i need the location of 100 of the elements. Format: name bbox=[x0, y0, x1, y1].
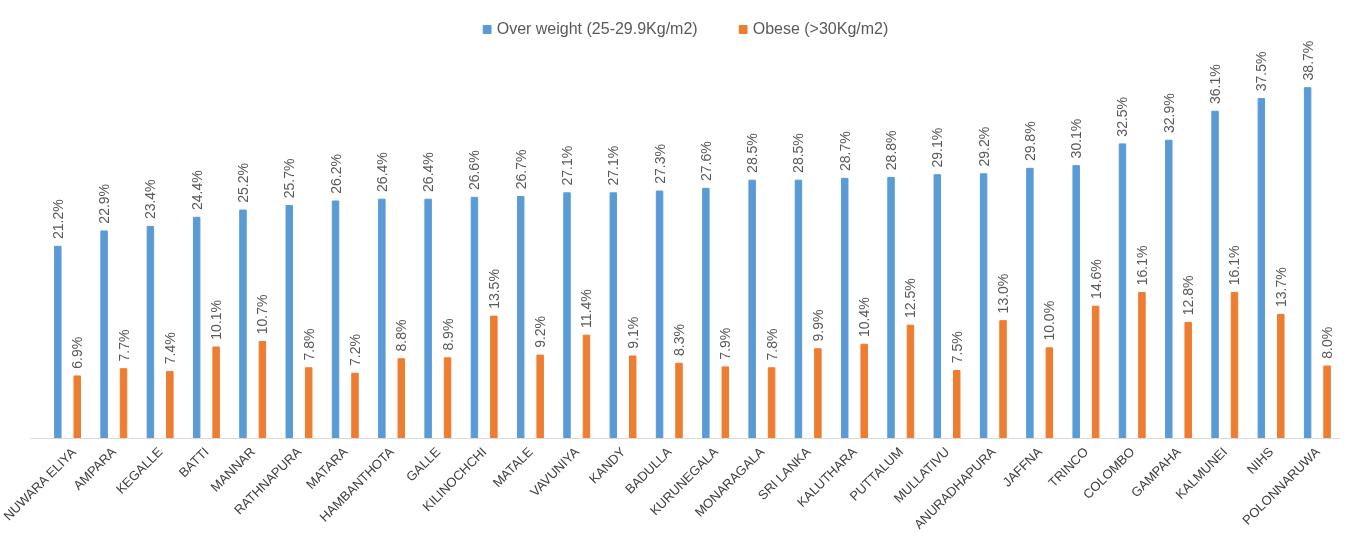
data-label: 7.5% bbox=[948, 331, 965, 364]
data-label: 25.2% bbox=[234, 163, 251, 203]
bar bbox=[331, 200, 340, 439]
data-label: 21.2% bbox=[49, 199, 66, 240]
bar bbox=[563, 192, 571, 439]
data-label: 26.2% bbox=[327, 154, 344, 194]
data-label: 9.9% bbox=[809, 309, 826, 342]
bar bbox=[1230, 292, 1239, 439]
bar bbox=[1026, 167, 1034, 439]
data-label: 26.4% bbox=[420, 152, 437, 192]
bar bbox=[166, 370, 174, 439]
bar bbox=[721, 366, 730, 439]
data-label: 8.0% bbox=[1319, 326, 1336, 359]
data-label: 26.4% bbox=[373, 152, 390, 192]
data-label: 16.1% bbox=[1133, 245, 1150, 286]
data-label: 32.5% bbox=[1114, 96, 1131, 137]
bar bbox=[1118, 143, 1127, 439]
bar bbox=[192, 216, 201, 439]
bar bbox=[582, 334, 591, 439]
data-label: 32.9% bbox=[1160, 93, 1177, 134]
data-label: 7.8% bbox=[300, 328, 317, 361]
data-label: 36.1% bbox=[1207, 64, 1224, 104]
bar bbox=[933, 174, 942, 439]
data-label: 8.9% bbox=[439, 318, 456, 351]
bar bbox=[490, 315, 498, 439]
bar bbox=[675, 362, 683, 439]
bar bbox=[443, 357, 452, 439]
bar bbox=[979, 173, 988, 439]
data-label: 6.9% bbox=[69, 336, 86, 369]
data-label: 25.7% bbox=[281, 158, 298, 199]
data-label: 26.6% bbox=[466, 150, 483, 191]
bar bbox=[378, 198, 386, 439]
bar bbox=[351, 372, 359, 439]
data-label: 7.9% bbox=[717, 327, 734, 360]
bar bbox=[239, 209, 247, 439]
bar bbox=[1211, 110, 1219, 439]
legend-label: Over weight (25-29.9Kg/m2) bbox=[496, 20, 698, 38]
data-label: 9.1% bbox=[624, 316, 641, 349]
data-label: 22.9% bbox=[96, 183, 113, 224]
bar bbox=[748, 179, 756, 439]
bar bbox=[1184, 321, 1192, 439]
data-label: 8.3% bbox=[671, 324, 688, 357]
bar bbox=[258, 341, 267, 439]
data-label: 28.5% bbox=[744, 133, 761, 173]
data-label: 7.2% bbox=[346, 334, 363, 366]
bar bbox=[1165, 139, 1173, 439]
bar bbox=[397, 358, 406, 439]
data-label: 13.0% bbox=[995, 273, 1012, 314]
bar bbox=[536, 354, 544, 439]
bar bbox=[146, 225, 155, 439]
data-label: 38.7% bbox=[1299, 40, 1316, 81]
data-label: 26.7% bbox=[512, 149, 529, 190]
data-label: 28.8% bbox=[883, 130, 900, 171]
bar bbox=[814, 348, 822, 439]
data-label: 16.1% bbox=[1226, 245, 1243, 286]
bar bbox=[212, 346, 220, 439]
data-label: 10.0% bbox=[1041, 300, 1058, 341]
data-label: 7.8% bbox=[763, 328, 780, 361]
bar bbox=[1138, 292, 1146, 439]
data-label: 12.8% bbox=[1180, 275, 1197, 316]
bar bbox=[1257, 98, 1266, 439]
data-label: 7.7% bbox=[115, 329, 132, 362]
data-label: 13.5% bbox=[485, 269, 502, 309]
data-label: 28.5% bbox=[790, 133, 807, 173]
bar bbox=[767, 367, 776, 439]
data-label: 13.7% bbox=[1272, 267, 1289, 308]
data-label: 29.8% bbox=[1021, 121, 1038, 162]
data-label: 29.1% bbox=[929, 127, 946, 168]
bar bbox=[73, 375, 81, 439]
data-label: 27.1% bbox=[605, 145, 622, 186]
data-label: 30.1% bbox=[1068, 118, 1085, 159]
bar bbox=[1277, 313, 1285, 439]
bar bbox=[100, 230, 108, 439]
data-label: 10.7% bbox=[254, 294, 271, 335]
bar bbox=[119, 368, 128, 439]
bar bbox=[424, 198, 432, 439]
data-label: 23.4% bbox=[142, 179, 159, 220]
bar bbox=[860, 343, 868, 439]
data-label: 14.6% bbox=[1087, 259, 1104, 299]
bar bbox=[1045, 347, 1054, 439]
data-label: 9.2% bbox=[532, 315, 549, 348]
bar bbox=[285, 205, 293, 439]
bar bbox=[609, 192, 618, 439]
data-label: 28.7% bbox=[836, 131, 853, 172]
data-label: 27.1% bbox=[559, 145, 575, 186]
bar bbox=[794, 179, 803, 439]
legend-label: Obese (>30Kg/m2) bbox=[752, 20, 889, 38]
bar bbox=[841, 177, 849, 439]
bar bbox=[999, 320, 1007, 439]
bar bbox=[953, 370, 961, 439]
data-label: 8.8% bbox=[393, 319, 410, 352]
bar bbox=[1072, 165, 1080, 439]
data-label: 27.6% bbox=[697, 141, 714, 182]
data-label: 37.5% bbox=[1253, 51, 1270, 92]
data-label: 7.4% bbox=[161, 332, 178, 365]
bar bbox=[516, 195, 525, 439]
data-label: 10.1% bbox=[208, 299, 225, 340]
data-label: 10.4% bbox=[856, 297, 873, 337]
data-label: 27.3% bbox=[651, 144, 668, 184]
data-label: 11.4% bbox=[578, 289, 595, 328]
